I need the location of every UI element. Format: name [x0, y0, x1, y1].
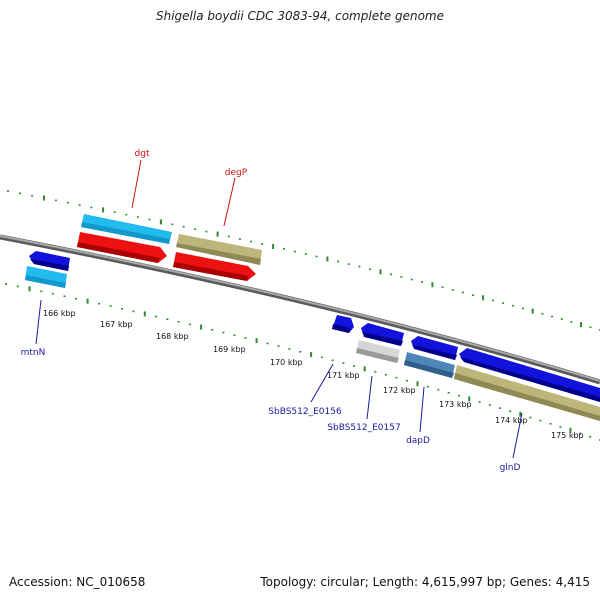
gene-labels: dgt degP mtnN SbBS512_E0156 SbBS512_E015… [21, 149, 521, 473]
gene-blue-long[interactable] [459, 348, 600, 402]
tick-row-upper [7, 190, 600, 331]
topology-text: Topology: circular; Length: 4,615,997 bp… [260, 575, 590, 589]
scale-label: 167 kbp [100, 320, 133, 329]
gene-SbBS512_E0157[interactable] [356, 340, 400, 363]
gene-blue-3[interactable] [411, 336, 458, 360]
gene-small-blue[interactable] [332, 315, 354, 333]
gene-label-glnD: glnD [500, 463, 521, 473]
gene-dapD[interactable] [404, 352, 455, 378]
gene-dgt[interactable] [81, 214, 172, 244]
gene-glnD[interactable] [454, 365, 600, 421]
scale-label: 172 kbp [383, 386, 416, 395]
scale-label: 175 kbp [551, 431, 584, 440]
gene-mtnN[interactable] [25, 266, 67, 288]
gene-label-degP: degP [225, 168, 248, 178]
scale-label: 169 kbp [213, 345, 246, 354]
gene-label-dapD: dapD [406, 436, 430, 446]
scale-label: 174 kbp [495, 416, 528, 425]
scale-label: 166 kbp [43, 309, 76, 318]
scale-label: 168 kbp [156, 332, 189, 341]
gene-label-SbBS512_E0156: SbBS512_E0156 [268, 407, 342, 417]
gene-degP[interactable] [176, 234, 262, 265]
backbone [0, 234, 600, 385]
map-title: Shigella boydii CDC 3083-94, complete ge… [155, 9, 445, 23]
tick-row-lower [5, 283, 600, 441]
leader-lines [35, 159, 523, 459]
gene-label-dgt: dgt [135, 149, 150, 159]
gene-mtnN-arrow[interactable] [29, 251, 70, 271]
gene-blue-2[interactable] [361, 323, 404, 346]
gene-red-1[interactable] [77, 232, 167, 263]
gene-label-SbBS512_E0157: SbBS512_E0157 [327, 423, 400, 433]
scale-labels: 166 kbp 167 kbp 168 kbp 169 kbp 170 kbp … [43, 309, 584, 440]
gene-red-2[interactable] [173, 252, 256, 281]
gene-label-mtnN: mtnN [21, 348, 46, 358]
scale-label: 171 kbp [327, 371, 360, 380]
scale-label: 173 kbp [439, 400, 472, 409]
accession-text: Accession: NC_010658 [9, 575, 146, 589]
scale-label: 170 kbp [270, 358, 303, 367]
